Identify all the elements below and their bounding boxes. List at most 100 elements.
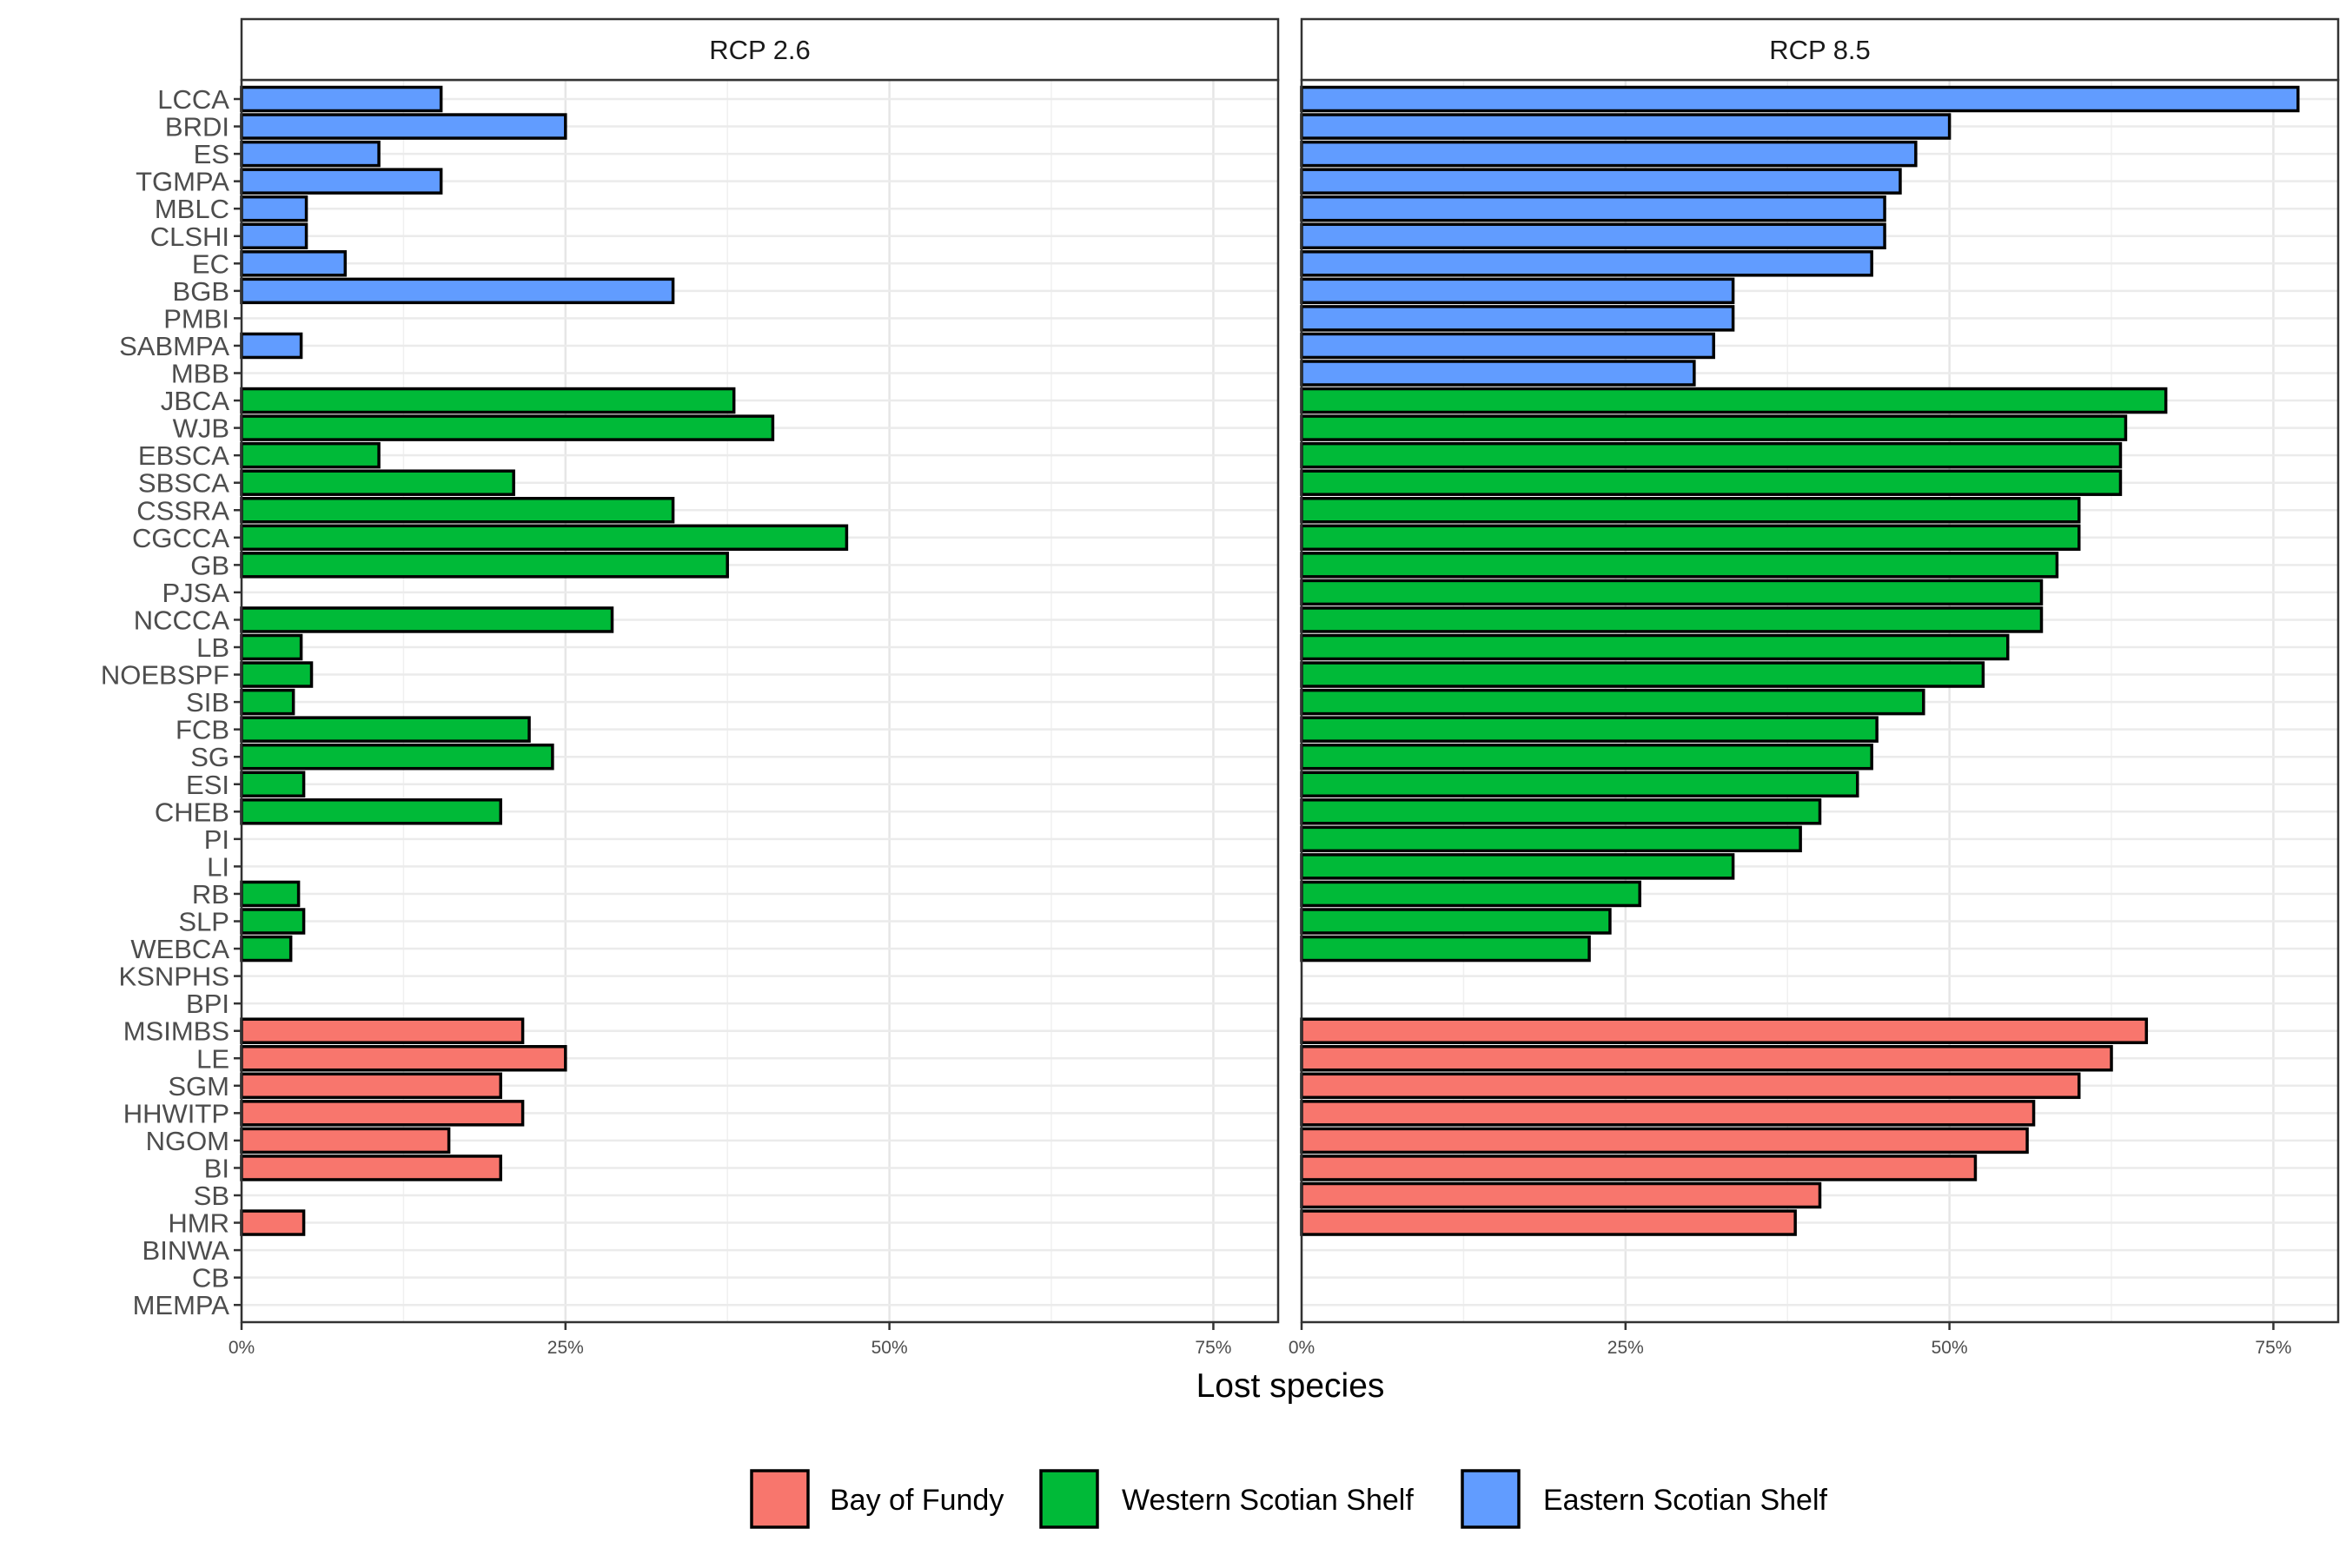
x-axis-title: Lost species bbox=[1196, 1367, 1385, 1405]
bar-brdi bbox=[1300, 113, 1952, 140]
bar-msimbs bbox=[240, 1017, 525, 1044]
bar-mblc bbox=[240, 195, 308, 222]
y-tick-label: SG bbox=[190, 742, 229, 772]
bar-pjsa bbox=[1300, 579, 2044, 606]
bar-bi bbox=[1300, 1154, 1978, 1181]
bar-wjb bbox=[1300, 414, 2128, 441]
y-tick-label: SLP bbox=[178, 907, 229, 937]
bar-sib bbox=[1300, 688, 1925, 716]
y-tick-label: PJSA bbox=[162, 578, 229, 608]
y-tick-label: LE bbox=[196, 1043, 229, 1074]
legend-label: Western Scotian Shelf bbox=[1122, 1484, 1414, 1517]
y-tick-label: HMR bbox=[168, 1208, 229, 1239]
bar-sabmpa bbox=[1300, 332, 1715, 360]
legend-label: Eastern Scotian Shelf bbox=[1543, 1484, 1828, 1517]
bar-hmr bbox=[1300, 1209, 1797, 1236]
y-tick-label: ES bbox=[194, 139, 229, 169]
bar-esi bbox=[240, 771, 306, 797]
y-tick-label: EC bbox=[192, 248, 229, 279]
bar-cheb bbox=[240, 798, 502, 825]
bar-wjb bbox=[240, 414, 775, 441]
bar-cheb bbox=[1300, 798, 1822, 825]
y-tick-label: SABMPA bbox=[119, 331, 229, 361]
legend-swatch bbox=[1461, 1469, 1521, 1529]
y-tick-label: KSNPHS bbox=[119, 962, 229, 992]
y-tick-label: PI bbox=[204, 824, 229, 855]
bar-le bbox=[240, 1045, 567, 1072]
facet-title: RCP 8.5 bbox=[1769, 35, 1871, 65]
y-tick-label: MBB bbox=[171, 359, 229, 389]
bar-ngom bbox=[240, 1127, 451, 1154]
bar-brdi bbox=[240, 113, 567, 140]
bar-cgcca bbox=[1300, 524, 2081, 552]
bar-noebspf bbox=[1300, 661, 1985, 688]
x-tick-label: 0% bbox=[229, 1338, 255, 1358]
y-tick-label: BRDI bbox=[165, 112, 229, 142]
bar-pmbi bbox=[1300, 305, 1735, 332]
bar-ebsca bbox=[1300, 441, 2123, 469]
bar-sg bbox=[240, 743, 554, 771]
bar-rb bbox=[1300, 880, 1641, 908]
facet-strip bbox=[1300, 17, 2340, 82]
x-tick-label: 75% bbox=[2255, 1338, 2291, 1358]
x-tick-label: 50% bbox=[1932, 1338, 1968, 1358]
x-tick-label: 75% bbox=[1195, 1338, 1231, 1358]
bar-bgb bbox=[1300, 277, 1735, 305]
bar-jbca bbox=[1300, 387, 2168, 414]
y-tick-label: GB bbox=[190, 550, 229, 580]
y-tick-label: MEMPA bbox=[133, 1290, 230, 1320]
x-tick-label: 0% bbox=[1289, 1338, 1315, 1358]
y-tick-label: LI bbox=[207, 851, 229, 882]
bar-bi bbox=[240, 1154, 502, 1181]
bar-nccca bbox=[240, 606, 614, 633]
bar-es bbox=[240, 140, 381, 168]
y-tick-label: BGB bbox=[173, 276, 229, 307]
y-tick-label: SB bbox=[194, 1181, 229, 1211]
bar-hmr bbox=[240, 1209, 306, 1236]
bar-cssra bbox=[240, 497, 675, 524]
bar-fcb bbox=[240, 716, 531, 743]
bar-webca bbox=[240, 935, 293, 963]
bar-lb bbox=[1300, 633, 2010, 661]
bar-li bbox=[1300, 853, 1735, 880]
bar-tgmpa bbox=[240, 168, 443, 195]
bar-clshi bbox=[1300, 222, 1886, 249]
x-tick-label: 25% bbox=[547, 1338, 584, 1358]
y-tick-label: FCB bbox=[176, 715, 229, 745]
y-tick-label: CGCCA bbox=[132, 523, 229, 553]
bar-ec bbox=[1300, 250, 1873, 277]
bar-sb bbox=[1300, 1181, 1822, 1209]
y-tick-label: CHEB bbox=[155, 797, 229, 827]
bar-sbsca bbox=[240, 469, 515, 496]
y-tick-label: RB bbox=[192, 879, 229, 910]
bar-sg bbox=[1300, 743, 1873, 771]
y-tick-label: EBSCA bbox=[138, 440, 229, 471]
x-tick-label: 25% bbox=[1607, 1338, 1644, 1358]
x-tick-label: 50% bbox=[871, 1338, 908, 1358]
bar-slp bbox=[240, 908, 306, 935]
bar-mblc bbox=[1300, 195, 1886, 222]
bar-sgm bbox=[240, 1072, 502, 1100]
bar-clshi bbox=[240, 222, 308, 249]
y-tick-label: LCCA bbox=[157, 84, 229, 115]
y-tick-label: SBSCA bbox=[138, 468, 229, 499]
bar-esi bbox=[1300, 771, 1859, 797]
bar-pi bbox=[1300, 825, 1802, 853]
y-tick-label: ESI bbox=[186, 770, 229, 800]
y-tick-label: JBCA bbox=[161, 386, 230, 416]
legend-swatch bbox=[750, 1469, 810, 1529]
y-tick-label: NGOM bbox=[146, 1126, 229, 1156]
bar-hhwitp bbox=[1300, 1100, 2036, 1127]
bar-jbca bbox=[240, 387, 736, 414]
legend-swatch bbox=[1039, 1469, 1099, 1529]
bar-fcb bbox=[1300, 716, 1879, 743]
y-tick-label: SIB bbox=[186, 687, 229, 718]
bar-ebsca bbox=[240, 441, 381, 469]
bar-le bbox=[1300, 1045, 2113, 1072]
bar-sbsca bbox=[1300, 469, 2123, 496]
bar-noebspf bbox=[240, 661, 314, 688]
bar-mbb bbox=[1300, 360, 1696, 387]
facet-strip bbox=[240, 17, 1280, 82]
bar-es bbox=[1300, 140, 1918, 168]
